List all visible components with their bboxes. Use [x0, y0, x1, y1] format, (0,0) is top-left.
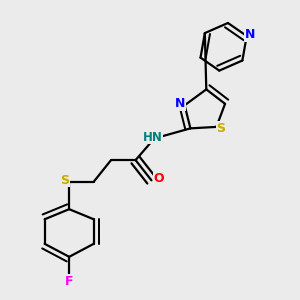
Text: S: S: [60, 174, 69, 187]
Text: N: N: [175, 97, 185, 110]
Text: F: F: [65, 275, 74, 288]
Text: HN: HN: [143, 130, 163, 143]
Text: N: N: [244, 28, 255, 41]
Text: O: O: [153, 172, 164, 185]
Text: S: S: [216, 122, 225, 135]
